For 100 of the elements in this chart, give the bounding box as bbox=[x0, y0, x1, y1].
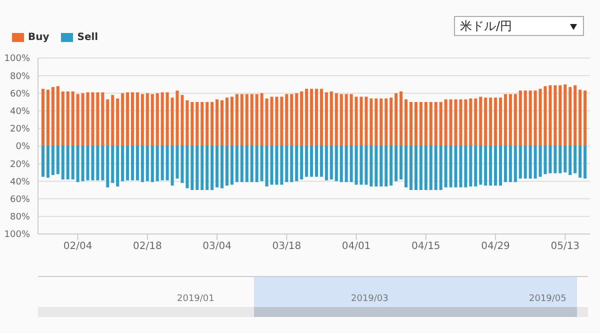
bar bbox=[484, 146, 488, 186]
bar bbox=[146, 93, 149, 146]
bar bbox=[469, 146, 472, 186]
bar bbox=[434, 102, 438, 146]
bar bbox=[76, 94, 80, 146]
bar bbox=[196, 102, 199, 146]
bar bbox=[474, 98, 478, 146]
bar bbox=[190, 146, 194, 190]
bar bbox=[374, 98, 378, 146]
x-tick-label: 05/13 bbox=[550, 241, 580, 252]
bar bbox=[334, 146, 338, 182]
bar bbox=[384, 98, 388, 146]
bar bbox=[320, 146, 323, 177]
bar bbox=[320, 88, 323, 146]
y-tick-label: 0% bbox=[16, 142, 30, 152]
x-tick-label: 03/04 bbox=[202, 241, 232, 252]
bar bbox=[584, 146, 587, 179]
bar bbox=[538, 88, 542, 146]
bar bbox=[101, 92, 104, 146]
bar bbox=[210, 146, 214, 190]
y-tick-label: 80% bbox=[10, 72, 30, 82]
bar bbox=[116, 98, 120, 146]
bar bbox=[150, 146, 154, 182]
bar bbox=[394, 93, 398, 146]
bar bbox=[380, 146, 383, 186]
bar bbox=[56, 146, 60, 174]
bar bbox=[41, 146, 44, 177]
bar bbox=[464, 99, 468, 146]
bar bbox=[91, 92, 94, 146]
bar bbox=[574, 85, 577, 146]
bar bbox=[206, 102, 209, 146]
bar bbox=[489, 146, 492, 186]
legend-label: Sell bbox=[77, 32, 98, 43]
bar bbox=[131, 146, 134, 180]
bar bbox=[538, 146, 542, 177]
bar bbox=[170, 146, 174, 186]
bar bbox=[280, 96, 284, 146]
bar bbox=[564, 146, 567, 172]
bar bbox=[206, 146, 209, 190]
bar bbox=[61, 91, 64, 146]
bar bbox=[414, 102, 418, 146]
bar bbox=[439, 146, 442, 190]
y-tick-label: 20% bbox=[10, 160, 30, 170]
bar bbox=[578, 90, 582, 146]
x-tick-label: 02/18 bbox=[132, 241, 162, 252]
bar bbox=[494, 98, 498, 146]
bar bbox=[474, 146, 478, 186]
bar bbox=[554, 85, 557, 146]
bar bbox=[390, 146, 393, 186]
bar bbox=[290, 94, 294, 146]
bar bbox=[354, 96, 358, 146]
bar bbox=[518, 90, 522, 146]
bar bbox=[310, 88, 314, 146]
bar bbox=[344, 146, 348, 182]
bar bbox=[354, 146, 358, 185]
bar bbox=[140, 94, 144, 146]
bar bbox=[160, 146, 164, 180]
y-tick-label: 60% bbox=[10, 194, 30, 205]
bar bbox=[574, 146, 577, 174]
bar bbox=[136, 146, 139, 180]
bar bbox=[554, 146, 557, 174]
bar bbox=[484, 98, 488, 146]
bar bbox=[499, 98, 502, 146]
bar bbox=[186, 100, 189, 146]
y-tick-label: 40% bbox=[10, 106, 30, 117]
x-tick-label: 03/18 bbox=[272, 241, 302, 252]
bar bbox=[106, 146, 110, 188]
bar bbox=[384, 146, 388, 186]
bar bbox=[324, 92, 328, 146]
bar bbox=[46, 146, 50, 178]
bar bbox=[444, 99, 448, 146]
bar bbox=[210, 102, 214, 146]
bar bbox=[558, 146, 562, 174]
legend-label: Buy bbox=[28, 32, 50, 43]
bar bbox=[295, 146, 298, 182]
bar bbox=[96, 146, 100, 180]
bar bbox=[494, 146, 498, 186]
bar bbox=[558, 85, 562, 146]
bar bbox=[255, 146, 258, 182]
bar bbox=[240, 146, 244, 182]
bar bbox=[235, 94, 238, 146]
bar bbox=[170, 98, 174, 146]
bar bbox=[255, 94, 258, 146]
bar bbox=[166, 146, 169, 180]
bar bbox=[459, 146, 462, 188]
bar bbox=[380, 98, 383, 146]
bar bbox=[300, 146, 304, 180]
range-navigator: 2019/01 2019/03 2019/05 bbox=[38, 276, 588, 320]
bar bbox=[121, 93, 124, 146]
bar bbox=[524, 90, 527, 146]
bar bbox=[136, 92, 139, 146]
bar bbox=[66, 146, 70, 180]
bar bbox=[429, 102, 432, 146]
bar bbox=[514, 146, 517, 182]
bar bbox=[96, 92, 100, 146]
bar bbox=[409, 102, 412, 146]
bar bbox=[230, 146, 234, 185]
bar bbox=[240, 94, 244, 146]
bar bbox=[340, 146, 343, 182]
x-tick-label: 04/15 bbox=[411, 241, 440, 252]
